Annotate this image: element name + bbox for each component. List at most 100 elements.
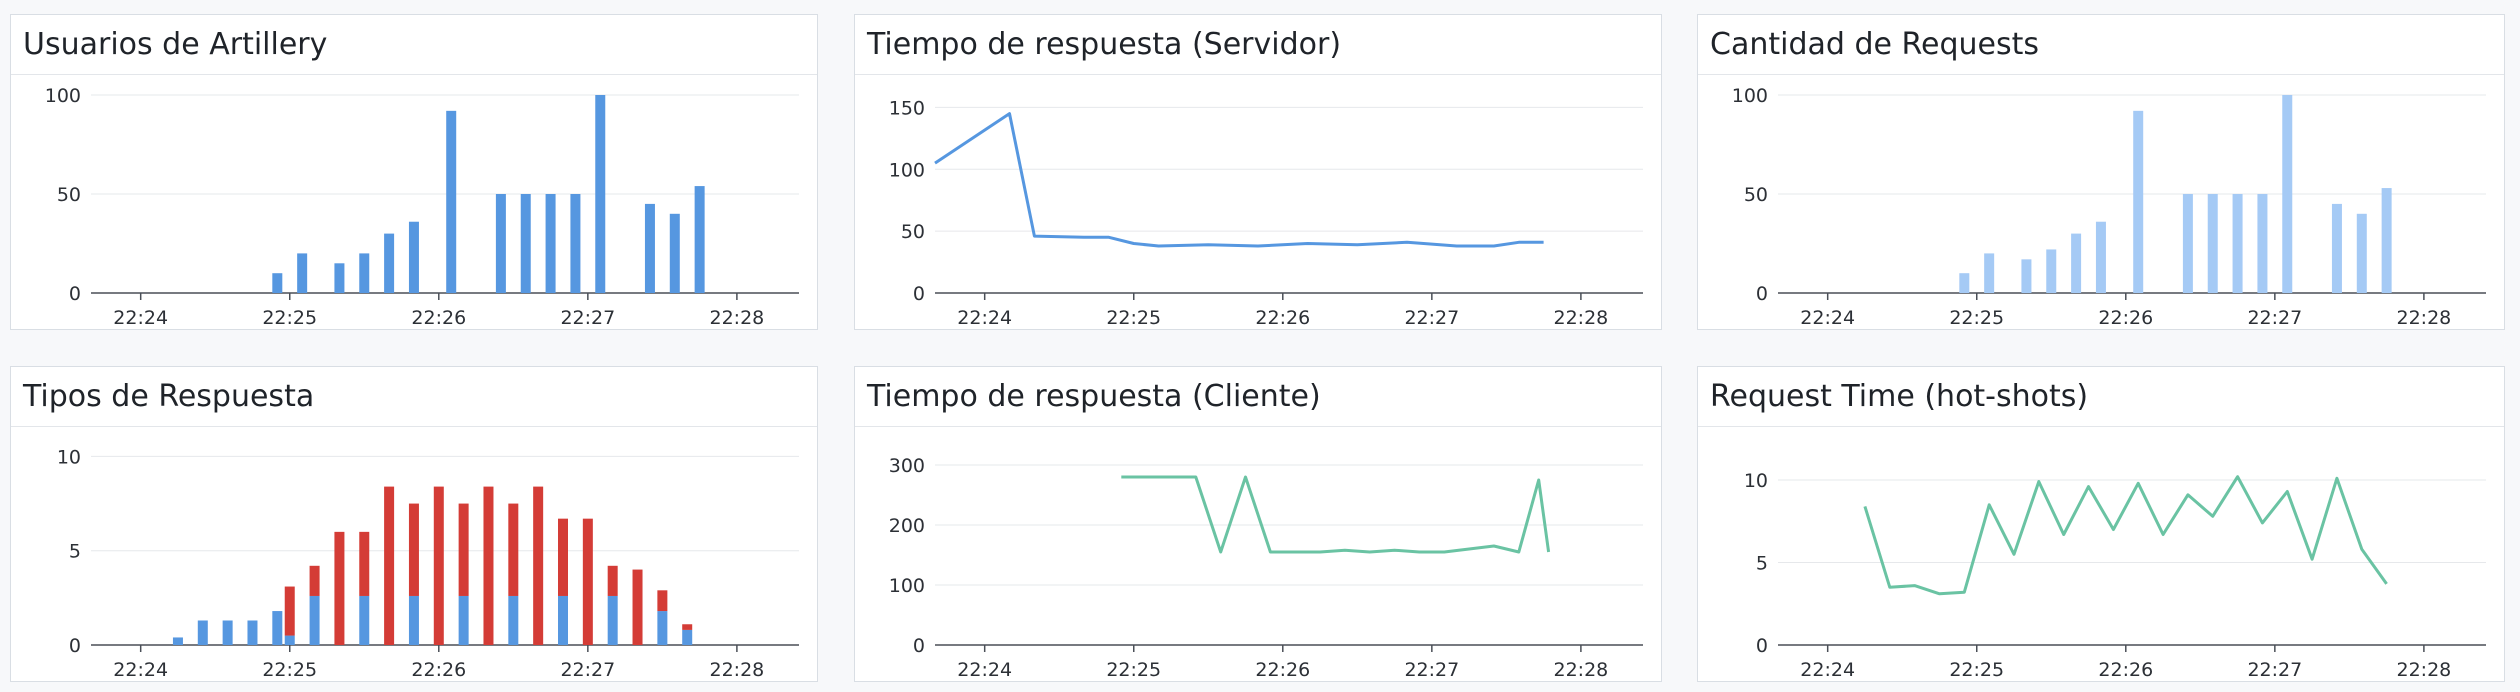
bar: [694, 186, 705, 293]
bar-segment: [222, 620, 233, 645]
y-tick-label: 10: [57, 446, 81, 468]
bar: [2232, 194, 2243, 293]
bar: [272, 273, 283, 293]
bar-segment: [533, 486, 544, 645]
bar-segment: [458, 595, 469, 645]
x-tick-label: 22:27: [1404, 659, 1459, 681]
x-tick-label: 22:28: [1554, 307, 1609, 329]
chart-request-time-hot-shots: 0 5 10 22:24 22:25 22:26 22:27 22:28: [1744, 470, 2486, 681]
bar: [446, 110, 457, 293]
bar: [384, 233, 395, 293]
chart-tiempo-respuesta-cliente: 0 100 200 300 22:24 22:25 22:26 22:27 22:28: [889, 455, 1643, 681]
bar-segment: [284, 586, 295, 636]
x-tick-label: 22:27: [2247, 307, 2302, 329]
bar-segment: [384, 486, 395, 645]
x-tick-label: 22:28: [2397, 659, 2452, 681]
bar: [2133, 110, 2144, 293]
bar: [595, 95, 606, 293]
series-line: [934, 112, 1544, 248]
x-tick-label: 22:28: [2397, 307, 2452, 329]
bar: [520, 194, 531, 293]
y-tick-label: 0: [1756, 635, 1768, 657]
bar-segment: [334, 531, 345, 645]
bar-segment: [508, 595, 519, 645]
panel-title: Cantidad de Requests: [1698, 15, 2504, 75]
y-tick-label: 0: [69, 283, 81, 305]
x-tick-label: 22:25: [1949, 659, 2004, 681]
chart-tipos-respuesta: 0 5 10 22:24 22:25 22:26 22:27 22:28: [57, 446, 799, 681]
bar-segment: [682, 624, 693, 630]
bar-segment: [433, 486, 444, 645]
series-line: [1863, 475, 2388, 596]
bar-segment: [272, 611, 283, 645]
y-tick-label: 100: [1732, 85, 1768, 107]
bar-segment: [607, 595, 618, 645]
bar-segment: [632, 569, 643, 645]
x-tick-label: 22:25: [1106, 307, 1161, 329]
chart-usuarios-artillery: 0 50 100 22:24 22:25 22:26 22:27 22:28: [45, 85, 799, 329]
x-tick-label: 22:24: [957, 307, 1012, 329]
bar-segment: [359, 595, 370, 645]
bar-segment: [197, 620, 208, 645]
x-tick-label: 22:27: [560, 659, 615, 681]
x-tick-label: 22:27: [2247, 659, 2302, 681]
bar: [2095, 221, 2106, 293]
bar-segment: [309, 565, 320, 596]
bar-segment: [309, 595, 320, 645]
series-line: [1121, 475, 1551, 554]
bar: [2381, 188, 2392, 293]
y-tick-label: 50: [901, 221, 925, 243]
x-tick-label: 22:28: [710, 307, 765, 329]
bar: [2331, 203, 2342, 293]
bar-segment: [682, 629, 693, 645]
bar: [545, 194, 556, 293]
bar: [570, 194, 581, 293]
y-tick-label: 5: [69, 541, 81, 563]
panel-title: Usuarios de Artillery: [11, 15, 817, 75]
y-tick-label: 0: [69, 635, 81, 657]
bar-segment: [408, 595, 419, 645]
panel-title: Tipos de Respuesta: [11, 367, 817, 427]
x-tick-label: 22:25: [262, 307, 317, 329]
y-tick-label: 10: [1744, 470, 1768, 492]
x-tick-label: 22:25: [262, 659, 317, 681]
bar-segment: [458, 503, 469, 596]
x-tick-label: 22:24: [113, 659, 168, 681]
y-tick-label: 50: [57, 184, 81, 206]
y-tick-label: 200: [889, 515, 925, 537]
x-tick-label: 22:24: [1800, 307, 1855, 329]
bar: [297, 253, 308, 293]
bar: [495, 194, 506, 293]
bar-segment: [657, 611, 668, 645]
bar: [359, 253, 370, 293]
x-tick-label: 22:27: [1404, 307, 1459, 329]
y-tick-label: 100: [889, 159, 925, 181]
bar: [2021, 259, 2032, 293]
bar: [1984, 253, 1995, 293]
x-tick-label: 22:26: [2098, 307, 2153, 329]
bar: [1959, 273, 1970, 293]
x-tick-label: 22:28: [710, 659, 765, 681]
bar-segment: [408, 503, 419, 596]
x-tick-label: 22:26: [411, 659, 466, 681]
x-tick-label: 22:24: [1800, 659, 1855, 681]
bar-segment: [508, 503, 519, 596]
bar: [669, 213, 680, 293]
panel-tiempo-respuesta-servidor: Tiempo de respuesta (Servidor) 0 50 100 150…: [854, 14, 1662, 330]
x-tick-label: 22:26: [1255, 307, 1310, 329]
panel-usuarios-artillery: Usuarios de Artillery 0 50 100 22:24 22:25 22…: [10, 14, 818, 330]
x-tick-label: 22:25: [1106, 659, 1161, 681]
bar: [2257, 194, 2268, 293]
x-tick-label: 22:26: [411, 307, 466, 329]
y-tick-label: 100: [889, 575, 925, 597]
bar: [2046, 249, 2057, 293]
panel-tiempo-respuesta-cliente: Tiempo de respuesta (Cliente) 0 100 200 300…: [854, 366, 1662, 682]
x-tick-label: 22:27: [560, 307, 615, 329]
bar-segment: [284, 635, 295, 645]
y-tick-label: 0: [913, 635, 925, 657]
y-tick-label: 100: [45, 85, 81, 107]
bar: [2356, 213, 2367, 293]
bar-segment: [607, 565, 618, 596]
x-tick-label: 22:24: [113, 307, 168, 329]
bar: [2071, 233, 2082, 293]
